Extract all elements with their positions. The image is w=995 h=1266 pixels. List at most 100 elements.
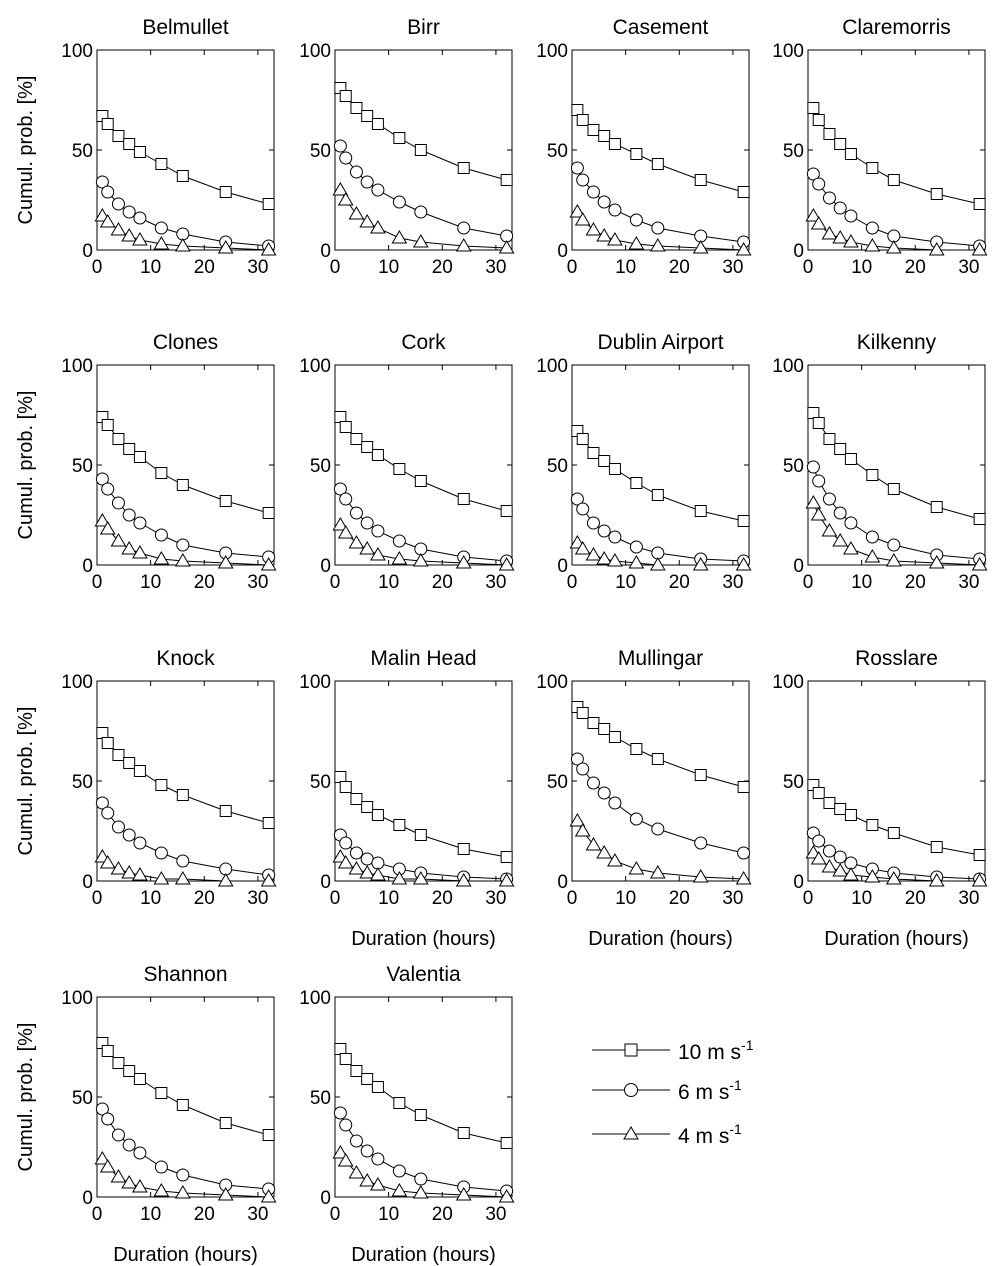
square-marker bbox=[599, 131, 610, 142]
circle-marker bbox=[866, 531, 878, 543]
y-axis-label: Cumul. prob. [%] bbox=[15, 76, 37, 225]
y-tick-label: 0 bbox=[320, 241, 331, 262]
triangle-marker bbox=[176, 872, 190, 884]
square-marker bbox=[888, 828, 899, 839]
square-marker bbox=[335, 412, 346, 423]
x-tick-label: 10 bbox=[615, 888, 636, 909]
circle-marker bbox=[112, 1129, 124, 1141]
x-tick-label: 30 bbox=[722, 572, 743, 593]
square-marker bbox=[458, 494, 469, 505]
circle-marker bbox=[845, 210, 857, 222]
circle-marker bbox=[738, 847, 750, 859]
circle-marker bbox=[177, 539, 189, 551]
y-tick-label: 50 bbox=[547, 456, 568, 477]
square-marker bbox=[695, 506, 706, 517]
y-tick-label: 100 bbox=[299, 41, 331, 62]
y-tick-label: 0 bbox=[320, 1188, 331, 1209]
square-marker bbox=[124, 758, 135, 769]
square-marker bbox=[572, 105, 583, 116]
circle-marker bbox=[813, 178, 825, 190]
x-tick-label: 10 bbox=[851, 572, 872, 593]
y-tick-label: 0 bbox=[793, 241, 804, 262]
x-tick-label: 30 bbox=[247, 1204, 268, 1225]
panel-grid: Belmullet0 10 20 30050100Cumul. prob. [%]Bi… bbox=[15, 16, 987, 1266]
square-marker bbox=[362, 1074, 373, 1085]
series-square bbox=[97, 1038, 274, 1141]
circle-marker bbox=[155, 847, 167, 859]
square-marker bbox=[695, 770, 706, 781]
square-marker bbox=[156, 159, 167, 170]
circle-marker bbox=[340, 493, 352, 505]
square-marker bbox=[340, 1054, 351, 1065]
square-marker bbox=[113, 434, 124, 445]
square-marker bbox=[588, 718, 599, 729]
panel-title: Dublin Airport bbox=[597, 331, 723, 354]
series-line bbox=[102, 417, 268, 513]
circle-marker bbox=[340, 837, 352, 849]
square-marker bbox=[835, 444, 846, 455]
x-tick-label: 10 bbox=[378, 572, 399, 593]
square-marker bbox=[888, 175, 899, 186]
legend-square-marker bbox=[625, 1044, 637, 1056]
circle-marker bbox=[155, 1161, 167, 1173]
circle-marker bbox=[587, 517, 599, 529]
series-line bbox=[813, 785, 979, 855]
square-marker bbox=[501, 506, 512, 517]
square-marker bbox=[974, 199, 985, 210]
y-tick-label: 50 bbox=[783, 456, 804, 477]
square-marker bbox=[394, 133, 405, 144]
series-line bbox=[102, 1043, 268, 1135]
panel-casement: Casement0 10 20 30050100 bbox=[536, 16, 750, 278]
legend: 10 m s-1 6 m s-1 4 m s-1 bbox=[592, 1037, 754, 1148]
series-circle bbox=[96, 797, 274, 881]
panel-title: Cork bbox=[401, 331, 446, 354]
legend-entry-6: 6 m s-1 bbox=[592, 1077, 742, 1104]
circle-marker bbox=[361, 176, 373, 188]
y-tick-label: 0 bbox=[82, 556, 93, 577]
square-marker bbox=[220, 187, 231, 198]
square-marker bbox=[588, 448, 599, 459]
square-marker bbox=[609, 139, 620, 150]
square-marker bbox=[631, 478, 642, 489]
circle-marker bbox=[630, 541, 642, 553]
y-tick-label: 0 bbox=[82, 872, 93, 893]
circle-marker bbox=[350, 1135, 362, 1147]
circle-marker bbox=[577, 174, 589, 186]
y-tick-label: 50 bbox=[310, 141, 331, 162]
series-square bbox=[335, 1044, 512, 1149]
x-tick-label: 10 bbox=[615, 257, 636, 278]
circle-marker bbox=[334, 1107, 346, 1119]
y-tick-label: 100 bbox=[536, 672, 568, 693]
panel-kilkenny: Kilkenny 0 10 20 30 0 50 100 bbox=[772, 331, 986, 593]
y-tick-label: 100 bbox=[61, 41, 93, 62]
square-marker bbox=[835, 139, 846, 150]
square-marker bbox=[134, 147, 145, 158]
square-marker bbox=[813, 788, 824, 799]
square-marker bbox=[124, 139, 135, 150]
panel-valentia: Valentia0 10 20 30050100Duration (hours) bbox=[299, 963, 513, 1266]
circle-marker bbox=[350, 847, 362, 859]
x-axis-label: Duration (hours) bbox=[588, 928, 733, 950]
square-marker bbox=[394, 820, 405, 831]
x-tick-label: 30 bbox=[958, 257, 979, 278]
square-marker bbox=[931, 502, 942, 513]
square-marker bbox=[415, 476, 426, 487]
circle-marker bbox=[350, 507, 362, 519]
y-tick-label: 50 bbox=[72, 141, 93, 162]
square-marker bbox=[813, 115, 824, 126]
square-marker bbox=[867, 163, 878, 174]
legend-circle-marker bbox=[625, 1084, 638, 1097]
plot-frame bbox=[335, 365, 512, 565]
square-marker bbox=[599, 456, 610, 467]
x-tick-label: 10 bbox=[851, 257, 872, 278]
square-marker bbox=[394, 464, 405, 475]
x-axis-label: Duration (hours) bbox=[351, 928, 496, 950]
square-marker bbox=[652, 490, 663, 501]
panel-title: Valentia bbox=[386, 963, 461, 986]
circle-marker bbox=[458, 222, 470, 234]
circle-marker bbox=[415, 1173, 427, 1185]
triangle-marker bbox=[629, 862, 643, 874]
x-tick-label: 0 bbox=[92, 1204, 103, 1225]
x-tick-label: 10 bbox=[140, 257, 161, 278]
triangle-marker bbox=[586, 838, 600, 850]
